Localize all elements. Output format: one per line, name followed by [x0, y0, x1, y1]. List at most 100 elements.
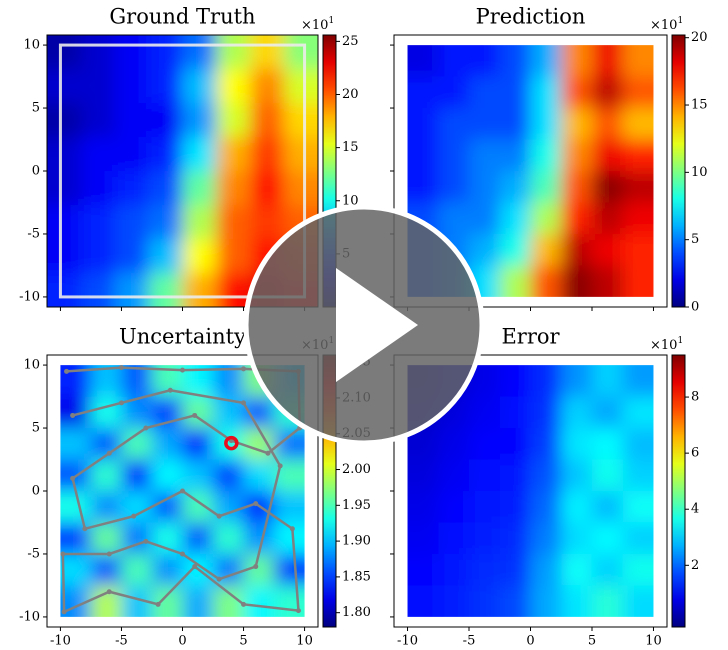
- offset-exponent: 1: [677, 336, 683, 346]
- heat-cell: [591, 459, 624, 492]
- heat-cell: [622, 139, 654, 172]
- heat-cell: [622, 108, 654, 141]
- heat-cell: [591, 396, 624, 429]
- heat-cell: [213, 459, 245, 492]
- heat-cell: [561, 428, 593, 461]
- heat-cell: [182, 585, 214, 617]
- heat-cell: [499, 76, 531, 109]
- trajectory-point: [60, 551, 66, 557]
- x-tick-label: -10: [50, 634, 71, 649]
- y-tick-label: 5: [32, 101, 40, 116]
- heat-cell: [530, 45, 562, 78]
- heat-cell: [499, 585, 531, 617]
- heat-cell: [114, 69, 150, 104]
- heat-cell: [438, 202, 470, 235]
- panel-title: Uncertainty: [119, 325, 246, 349]
- heatmap: [47, 35, 318, 307]
- trajectory-point: [192, 412, 198, 418]
- heat-cell: [121, 459, 153, 492]
- play-button[interactable]: [243, 204, 485, 446]
- heat-cell: [80, 103, 116, 138]
- heat-cell: [438, 428, 470, 461]
- heat-cell: [216, 239, 251, 274]
- colorbar-tick-label: 5: [691, 232, 699, 247]
- colorbar-tick-label: 10: [342, 193, 359, 208]
- heat-cell: [148, 103, 183, 138]
- panel-title: Prediction: [476, 5, 586, 29]
- offset-base: ×10: [301, 18, 328, 33]
- trajectory-point: [70, 475, 76, 481]
- heat-cell: [561, 365, 593, 398]
- heat-cell: [284, 137, 318, 172]
- heat-cell: [622, 202, 654, 235]
- heat-cell: [151, 585, 183, 617]
- offset-base: ×10: [650, 18, 677, 33]
- heat-cell: [591, 171, 624, 203]
- heat-cell: [499, 233, 531, 266]
- heat-cell: [121, 365, 153, 398]
- heat-cell: [591, 265, 624, 297]
- heat-cell: [499, 108, 531, 141]
- heat-cell: [469, 522, 501, 555]
- colorbar-tick-label: 2.00: [342, 462, 371, 477]
- panel-title: Ground Truth: [109, 5, 255, 29]
- heat-cell: [148, 273, 183, 307]
- heat-cell: [47, 239, 82, 274]
- heat-cell: [561, 139, 593, 172]
- heat-cell: [216, 171, 251, 206]
- trajectory-point: [82, 526, 88, 532]
- heat-cell: [438, 76, 470, 109]
- heat-cell: [530, 233, 562, 266]
- trajectory-point: [265, 450, 271, 456]
- x-tick-label: -5: [463, 634, 476, 649]
- heat-cell: [622, 265, 654, 297]
- trajectory-point: [64, 368, 70, 374]
- colorbar-tick-label: 1.85: [342, 569, 371, 584]
- colorbar-tick-label: 1.80: [342, 605, 371, 620]
- colorbar-tick-label: 0: [691, 300, 699, 315]
- heat-cell: [622, 522, 654, 555]
- x-tick-label: 0: [526, 634, 534, 649]
- heat-cell: [561, 108, 593, 141]
- heat-cell: [182, 69, 217, 104]
- heat-cell: [530, 108, 562, 141]
- colorbar-tick-label: 6: [691, 446, 699, 461]
- play-icon[interactable]: [336, 268, 418, 382]
- heat-cell: [622, 553, 654, 586]
- heat-cell: [499, 139, 531, 172]
- heat-cell: [438, 171, 470, 203]
- heat-cell: [148, 205, 183, 240]
- heat-cell: [284, 103, 318, 138]
- heat-cell: [499, 171, 531, 203]
- heat-cell: [216, 69, 251, 104]
- heat-cell: [182, 171, 217, 206]
- colorbar-tick-label: 15: [342, 140, 359, 155]
- heat-cell: [60, 553, 92, 586]
- heat-cell: [182, 396, 214, 429]
- heat-cell: [438, 491, 470, 523]
- heat-cell: [469, 459, 501, 492]
- heat-cell: [561, 491, 593, 523]
- x-tick-label: 5: [588, 634, 596, 649]
- heat-cell: [591, 139, 624, 172]
- heat-cell: [622, 428, 654, 461]
- heat-cell: [530, 553, 562, 586]
- heat-cell: [561, 202, 593, 235]
- current-position: [224, 435, 239, 451]
- heat-cell: [47, 171, 82, 206]
- heat-cell: [121, 522, 153, 555]
- heat-cell: [243, 428, 275, 461]
- colorbar-tick-label: 25: [342, 34, 359, 49]
- y-tick-label: -5: [27, 546, 40, 561]
- heat-cell: [438, 553, 470, 586]
- heat-cell: [561, 459, 593, 492]
- heat-cell: [622, 76, 654, 109]
- heat-cell: [250, 69, 285, 104]
- trajectory-point: [180, 551, 185, 557]
- heat-cell: [284, 69, 318, 104]
- heat-cell: [591, 491, 624, 523]
- heat-cell: [216, 137, 251, 172]
- heat-cell: [407, 108, 439, 141]
- heat-cell: [148, 35, 183, 70]
- heat-cell: [469, 171, 501, 203]
